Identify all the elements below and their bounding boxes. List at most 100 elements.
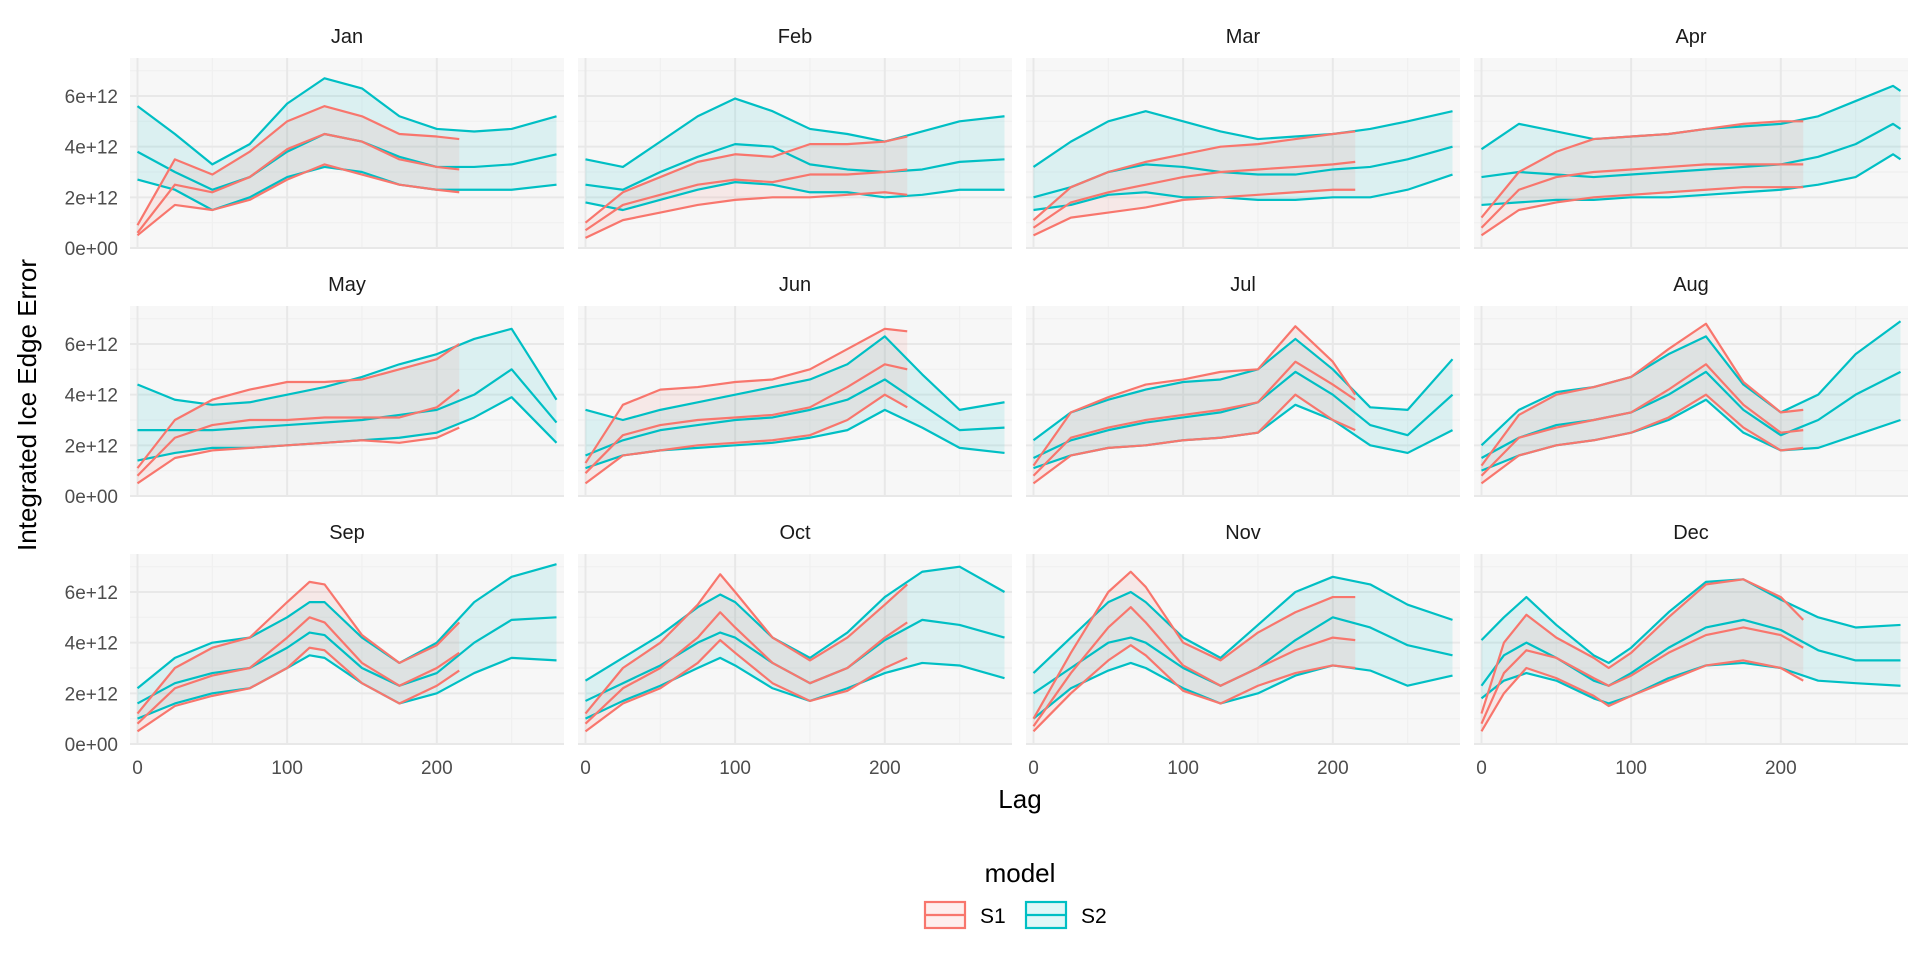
panel-background bbox=[130, 58, 564, 248]
line-s1-low bbox=[585, 191, 908, 239]
ribbon-s1 bbox=[1033, 131, 1356, 236]
line-s1-high bbox=[136, 105, 460, 226]
panel-sep: Sep bbox=[130, 522, 564, 745]
y-tick-label: 2e+12 bbox=[65, 684, 118, 705]
panel-oct: Oct bbox=[578, 522, 1012, 745]
panel-title: Sep bbox=[329, 522, 365, 544]
line-s1-mid bbox=[1480, 626, 1804, 725]
x-tick-label: 0 bbox=[1476, 758, 1487, 779]
ribbon-s1 bbox=[585, 574, 908, 732]
x-axis-ticks: 0 100 200 0 100 200 0 100 200 0 100 200 bbox=[132, 758, 1796, 779]
line-s1-low bbox=[1480, 393, 1804, 485]
line-s2-low bbox=[1481, 153, 1902, 207]
y-tick-label: 0e+00 bbox=[65, 239, 118, 260]
panel-apr: Apr bbox=[1474, 26, 1908, 249]
line-s1-mid bbox=[1032, 360, 1356, 477]
line-s1-mid bbox=[1032, 160, 1356, 229]
x-tick-label: 200 bbox=[1317, 758, 1349, 779]
line-s2-mid bbox=[1481, 122, 1902, 179]
legend-label: S2 bbox=[1081, 905, 1107, 928]
panel-aug: Aug bbox=[1474, 274, 1908, 497]
panel-title: May bbox=[328, 274, 366, 296]
line-s1-mid bbox=[584, 611, 908, 725]
ribbon-s2 bbox=[585, 336, 1005, 469]
line-s2-low bbox=[1033, 173, 1453, 212]
line-s1-high bbox=[1480, 120, 1804, 219]
panel-title: Oct bbox=[779, 522, 811, 544]
line-s2-low bbox=[1480, 661, 1901, 705]
line-s2-mid bbox=[137, 368, 558, 432]
line-s1-low bbox=[136, 163, 460, 237]
line-s1-mid bbox=[1032, 606, 1356, 727]
ribbon-s1 bbox=[137, 106, 460, 236]
ribbon-s1 bbox=[1481, 579, 1804, 732]
y-tick-label: 4e+12 bbox=[65, 138, 118, 159]
line-s1-mid bbox=[584, 168, 908, 232]
x-axis-title: Lag bbox=[998, 784, 1041, 814]
line-s2-low bbox=[585, 656, 1005, 720]
panel-background bbox=[1474, 554, 1908, 744]
y-tick-label: 4e+12 bbox=[65, 386, 118, 407]
line-s1-mid bbox=[136, 616, 460, 725]
legend-item-s2: S2 bbox=[1024, 900, 1107, 930]
line-s1-mid bbox=[1480, 163, 1804, 229]
panel-nov: Nov bbox=[1026, 522, 1460, 745]
line-s1-low bbox=[136, 426, 460, 485]
y-tick-label: 6e+12 bbox=[65, 335, 118, 356]
ribbon-s2 bbox=[585, 98, 1005, 210]
x-tick-label: 200 bbox=[869, 758, 901, 779]
panel-dec: Dec bbox=[1474, 522, 1908, 745]
y-tick-label: 6e+12 bbox=[65, 583, 118, 604]
y-tick-label: 0e+00 bbox=[65, 487, 118, 508]
line-s1-high bbox=[1032, 130, 1356, 221]
x-tick-label: 100 bbox=[1615, 758, 1647, 779]
panel-jun: Jun bbox=[578, 274, 1012, 497]
line-s2-mid bbox=[585, 143, 1005, 191]
ribbon-s1 bbox=[1481, 323, 1804, 484]
x-tick-label: 200 bbox=[1765, 758, 1797, 779]
line-s1-low bbox=[1032, 393, 1356, 485]
panel-background bbox=[578, 58, 1012, 248]
line-s1-low bbox=[584, 639, 908, 733]
panel-title: Feb bbox=[778, 26, 812, 48]
line-s1-high bbox=[584, 135, 908, 224]
line-s2-high bbox=[136, 77, 557, 166]
ribbon-s2 bbox=[137, 78, 557, 211]
y-tick-label: 6e+12 bbox=[65, 87, 118, 108]
ribbon-s1 bbox=[1481, 121, 1804, 236]
x-tick-label: 0 bbox=[1028, 758, 1039, 779]
y-tick-label: 2e+12 bbox=[65, 436, 118, 457]
ribbon-s2 bbox=[137, 564, 557, 719]
ribbon-s1 bbox=[1033, 571, 1356, 732]
line-s1-high bbox=[584, 327, 908, 464]
line-s1-mid bbox=[136, 132, 460, 234]
line-s1-mid bbox=[136, 388, 460, 477]
panel-jul: Jul bbox=[1026, 274, 1460, 497]
line-s2-mid bbox=[1033, 370, 1454, 459]
panel-title: Jul bbox=[1230, 274, 1256, 296]
ribbon-s2 bbox=[1033, 338, 1453, 469]
panel-may: May bbox=[130, 274, 564, 497]
ribbon-s1 bbox=[585, 136, 908, 238]
x-tick-label: 0 bbox=[580, 758, 591, 779]
panel-background bbox=[1026, 58, 1460, 248]
line-s2-mid bbox=[585, 378, 1005, 457]
line-s1-high bbox=[136, 580, 461, 715]
legend-label: S1 bbox=[980, 905, 1006, 928]
line-s2-high bbox=[585, 97, 1005, 169]
y-tick-label: 0e+00 bbox=[65, 735, 118, 756]
legend-title: model bbox=[985, 858, 1056, 888]
line-s1-low bbox=[1480, 659, 1804, 732]
y-tick-label: 2e+12 bbox=[65, 188, 118, 209]
line-s2-high bbox=[1032, 337, 1454, 442]
x-tick-label: 200 bbox=[421, 758, 453, 779]
line-s1-high bbox=[1480, 322, 1804, 467]
panel-jan: Jan bbox=[130, 26, 564, 249]
line-s1-low bbox=[1032, 644, 1356, 733]
x-tick-label: 100 bbox=[719, 758, 751, 779]
ribbon-s2 bbox=[1481, 321, 1901, 471]
line-s1-low bbox=[136, 646, 460, 733]
line-s2-mid bbox=[136, 616, 557, 705]
y-tick-label: 4e+12 bbox=[65, 634, 118, 655]
